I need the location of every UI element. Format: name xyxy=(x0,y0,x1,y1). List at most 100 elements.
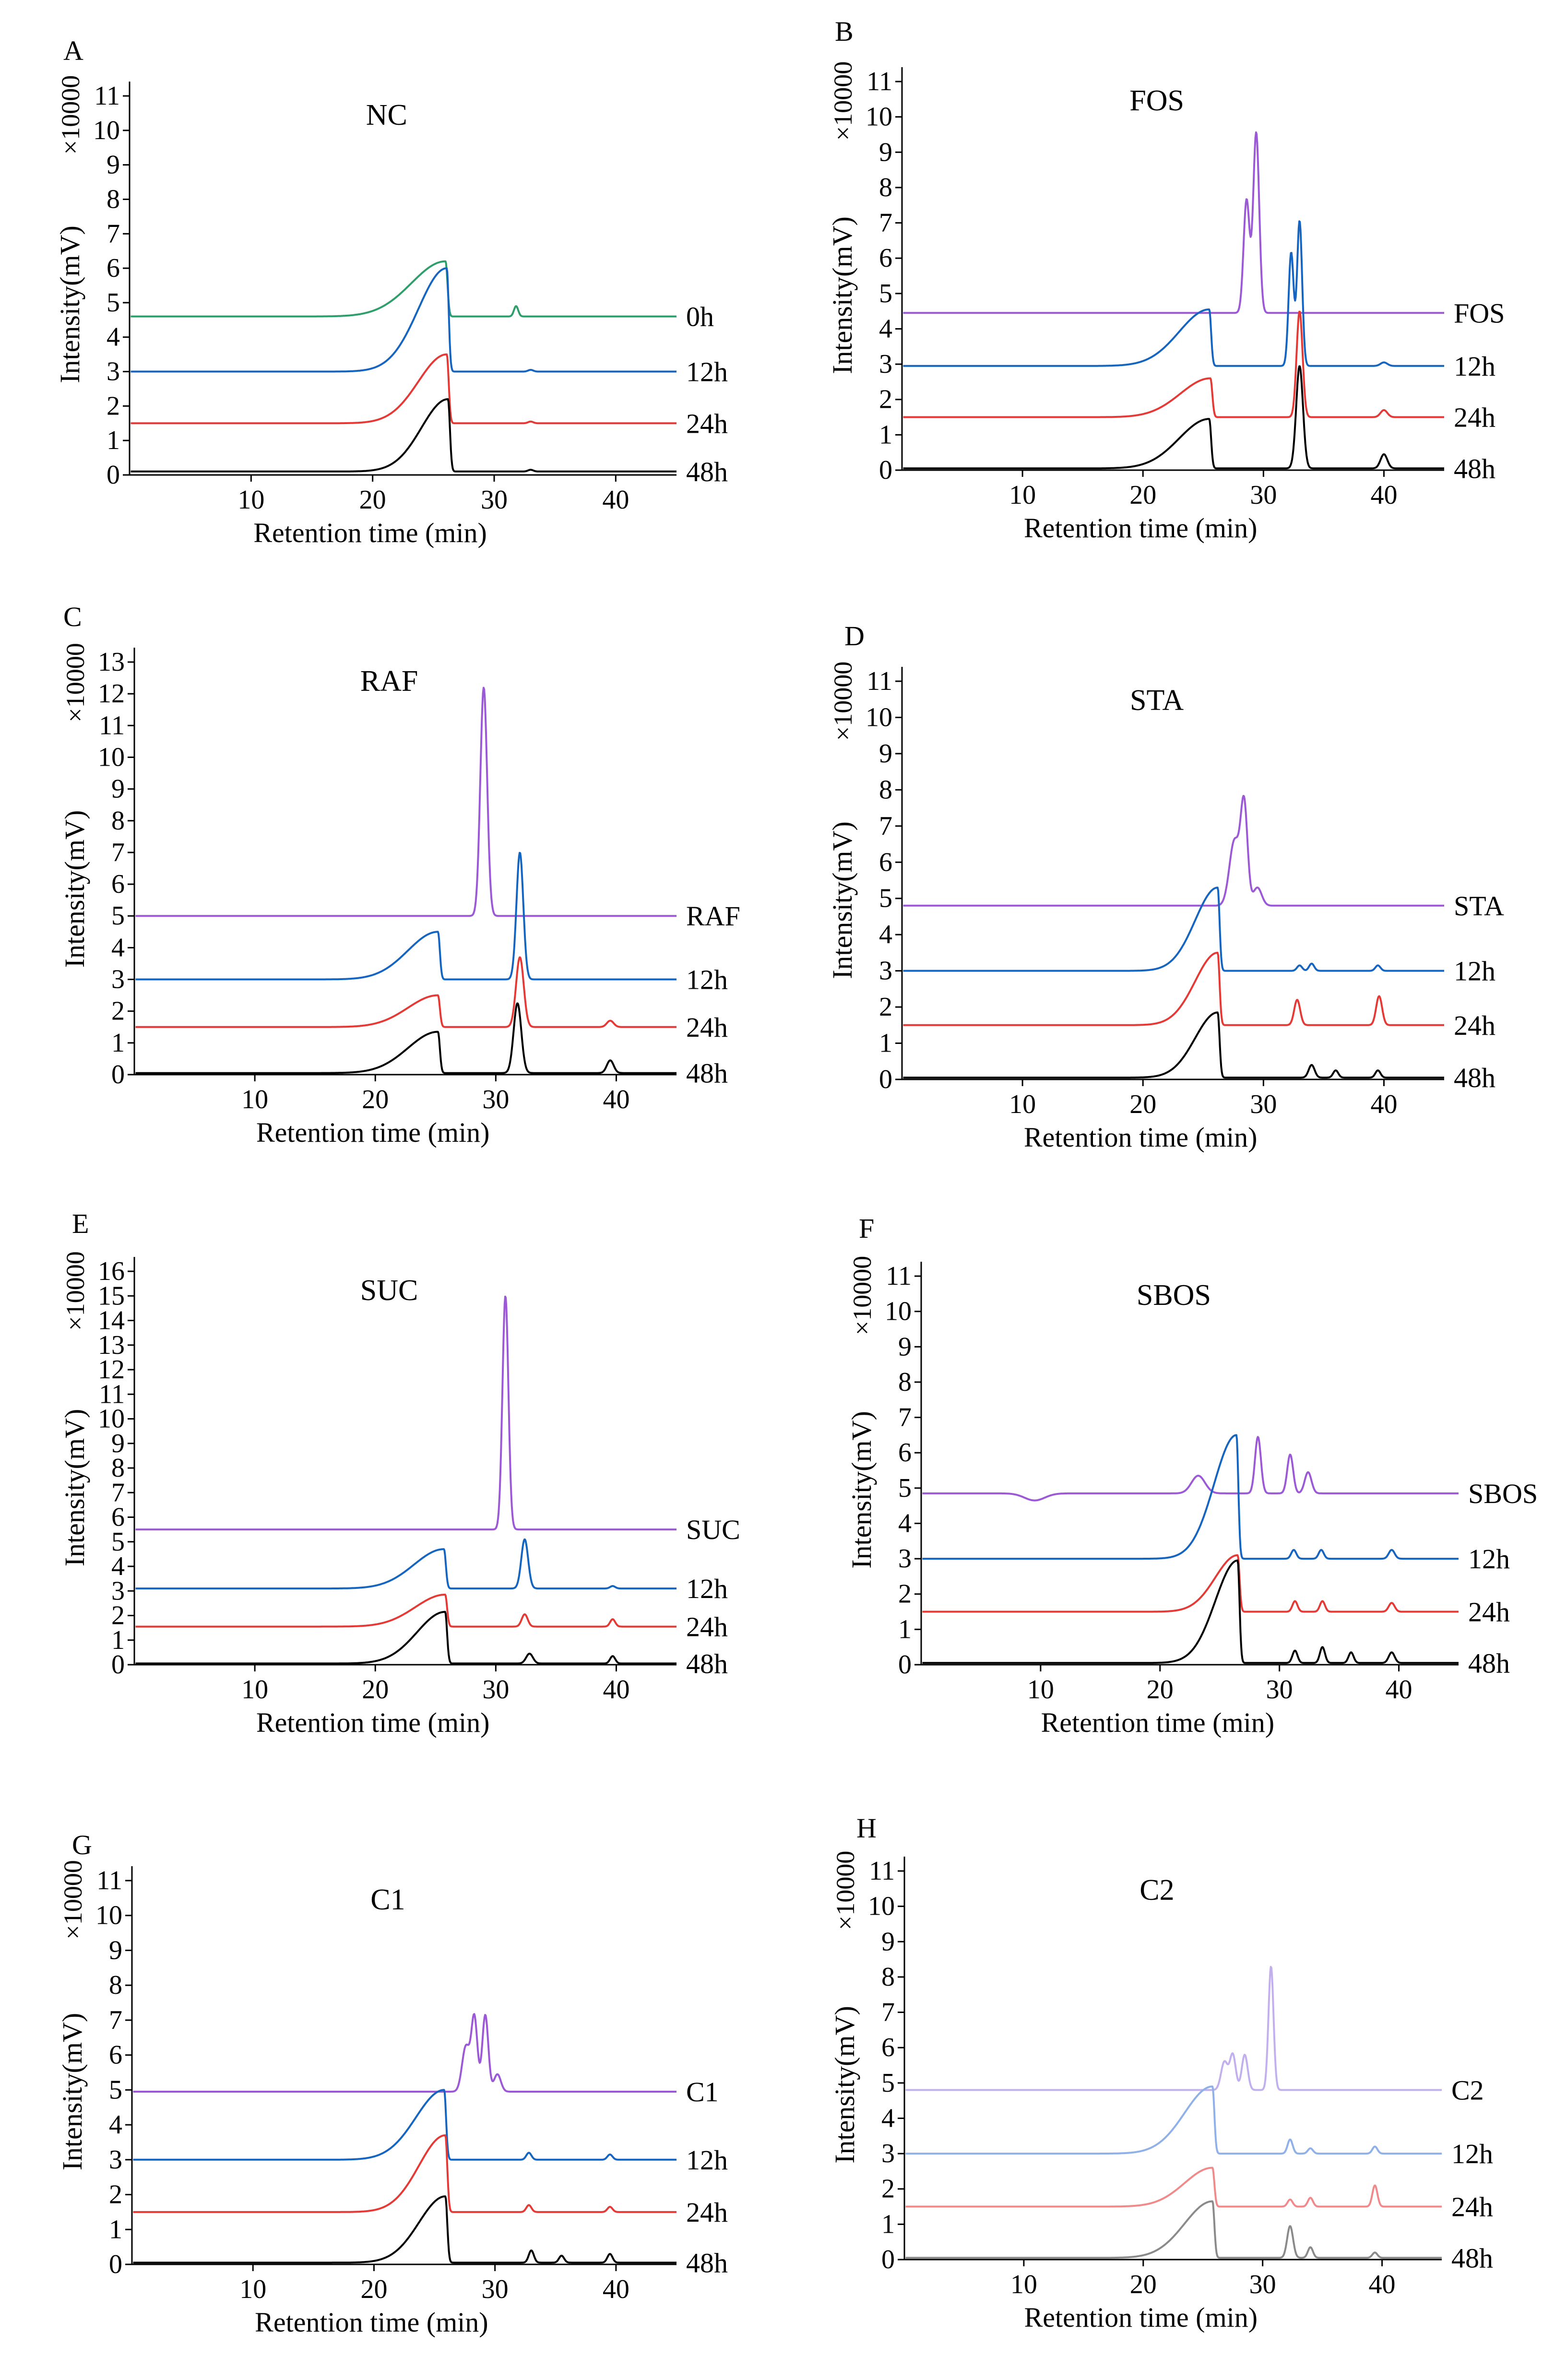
y-tick-label: 1 xyxy=(111,1625,125,1655)
trace-48h xyxy=(902,1011,1445,1079)
trace-label-48h: 48h xyxy=(686,1648,728,1679)
y-tick-label: 8 xyxy=(879,775,892,805)
x-tick-label: 20 xyxy=(359,485,386,515)
y-tick-label: 9 xyxy=(879,137,892,167)
y-tick-label: 10 xyxy=(885,1297,912,1326)
chart-title: RAF xyxy=(360,665,418,698)
trace-48h xyxy=(902,365,1445,470)
y-tick-label: 9 xyxy=(879,739,892,769)
y-axis-label: Intensity(mV) xyxy=(59,1409,90,1567)
chart-panel-g: G C1 0 1 2 3 4 5 6 7 8 9 10 11 10 20 30 40 Retention time … xyxy=(57,1829,728,2338)
trace-label-24h: 24h xyxy=(686,2197,728,2228)
trace-label-24h: 24h xyxy=(1468,1597,1510,1628)
y-tick-label: 3 xyxy=(879,349,892,379)
x-tick-label: 30 xyxy=(482,2274,509,2304)
trace-label-24h: 24h xyxy=(686,408,728,439)
y-tick-label: 6 xyxy=(879,243,892,273)
y-tick-label: 8 xyxy=(879,173,892,202)
y-tick-label: 4 xyxy=(107,322,120,352)
x-axis-label: Retention time (min) xyxy=(256,1117,489,1148)
y-tick-label: 3 xyxy=(109,2145,122,2175)
y-tick-label: 5 xyxy=(111,901,125,931)
y-multiplier-label: ×10000 xyxy=(56,75,85,154)
y-tick-label: 3 xyxy=(881,2139,895,2168)
y-axis-label: Intensity(mV) xyxy=(846,1411,877,1569)
trace-label-c1: C1 xyxy=(686,2076,719,2108)
chart-title: STA xyxy=(1130,684,1184,717)
x-tick-label: 10 xyxy=(241,1675,268,1705)
trace-24h xyxy=(902,310,1445,418)
x-tick-label: 20 xyxy=(362,1675,389,1705)
y-tick-label: 4 xyxy=(109,2110,122,2140)
y-tick-label: 7 xyxy=(111,838,125,867)
y-tick-label: 0 xyxy=(881,2245,895,2274)
trace-label-0h: 0h xyxy=(686,301,714,332)
trace-48h xyxy=(922,1559,1459,1664)
trace-48h xyxy=(135,1002,677,1074)
y-tick-label: 4 xyxy=(111,933,125,962)
y-tick-label: 12 xyxy=(98,679,125,709)
x-tick-label: 30 xyxy=(1249,2270,1276,2299)
y-tick-label: 9 xyxy=(111,1429,125,1458)
trace-24h xyxy=(922,1554,1459,1613)
y-tick-label: 1 xyxy=(111,1028,125,1058)
y-tick-label: 2 xyxy=(109,2180,122,2210)
trace-24h xyxy=(905,2167,1442,2208)
trace-label-48h: 48h xyxy=(1454,1062,1496,1093)
chart-panel-d: D STA 0 1 2 3 4 5 6 7 8 9 10 11 10 20 30 40 Retention time… xyxy=(827,620,1504,1153)
trace-c2 xyxy=(905,1966,1442,2091)
y-tick-label: 11 xyxy=(866,666,892,696)
y-tick-label: 11 xyxy=(886,1261,912,1291)
trace-c1 xyxy=(132,2013,677,2093)
y-axis-label: Intensity(mV) xyxy=(57,2013,88,2171)
panel-letter: E xyxy=(72,1208,89,1239)
y-multiplier-label: ×10000 xyxy=(829,61,857,141)
trace-0h xyxy=(130,260,677,318)
x-tick-label: 10 xyxy=(239,2274,266,2304)
trace-12h xyxy=(132,2089,677,2161)
y-tick-label: 11 xyxy=(96,1866,122,1895)
y-tick-label: 5 xyxy=(881,2068,895,2098)
y-tick-label: 2 xyxy=(111,996,125,1026)
y-tick-label: 8 xyxy=(898,1367,912,1397)
y-tick-label: 3 xyxy=(111,965,125,995)
y-tick-label: 0 xyxy=(111,1060,125,1089)
trace-label-24h: 24h xyxy=(1454,402,1496,433)
panel-letter: A xyxy=(63,35,83,66)
y-axis-label: Intensity(mV) xyxy=(827,821,858,979)
x-tick-label: 40 xyxy=(1370,480,1397,510)
trace-24h xyxy=(135,956,677,1028)
trace-label-12h: 12h xyxy=(686,356,728,388)
x-axis-label: Retention time (min) xyxy=(1041,1707,1274,1738)
x-tick-label: 20 xyxy=(1129,480,1156,510)
trace-label-fos: FOS xyxy=(1454,297,1505,329)
x-tick-label: 40 xyxy=(1370,1089,1397,1119)
trace-48h xyxy=(132,2195,677,2264)
y-tick-label: 5 xyxy=(111,1527,125,1557)
y-tick-label: 5 xyxy=(879,884,892,913)
y-multiplier-label: ×10000 xyxy=(61,643,90,722)
trace-label-24h: 24h xyxy=(686,1611,728,1643)
y-multiplier-label: ×10000 xyxy=(59,1860,87,1939)
trace-label-48h: 48h xyxy=(1454,453,1496,484)
x-tick-label: 40 xyxy=(603,2274,629,2304)
trace-label-24h: 24h xyxy=(686,1012,728,1043)
chart-title: FOS xyxy=(1129,84,1184,117)
trace-48h xyxy=(135,1610,677,1665)
y-tick-label: 8 xyxy=(881,1962,895,1992)
y-tick-label: 13 xyxy=(98,1330,125,1360)
trace-48h xyxy=(130,398,677,473)
y-tick-label: 2 xyxy=(107,391,120,421)
y-tick-label: 3 xyxy=(879,956,892,986)
trace-fos xyxy=(902,131,1445,314)
y-tick-label: 3 xyxy=(898,1544,912,1574)
trace-raf xyxy=(135,687,677,917)
panel-letter: D xyxy=(844,620,865,651)
trace-label-24h: 24h xyxy=(1451,2191,1493,2223)
trace-label-raf: RAF xyxy=(686,900,740,932)
y-tick-label: 0 xyxy=(109,2250,122,2279)
x-tick-label: 30 xyxy=(482,1675,509,1705)
trace-label-12h: 12h xyxy=(1454,351,1496,382)
x-tick-label: 40 xyxy=(1369,2270,1396,2299)
trace-label-suc: SUC xyxy=(686,1514,740,1545)
